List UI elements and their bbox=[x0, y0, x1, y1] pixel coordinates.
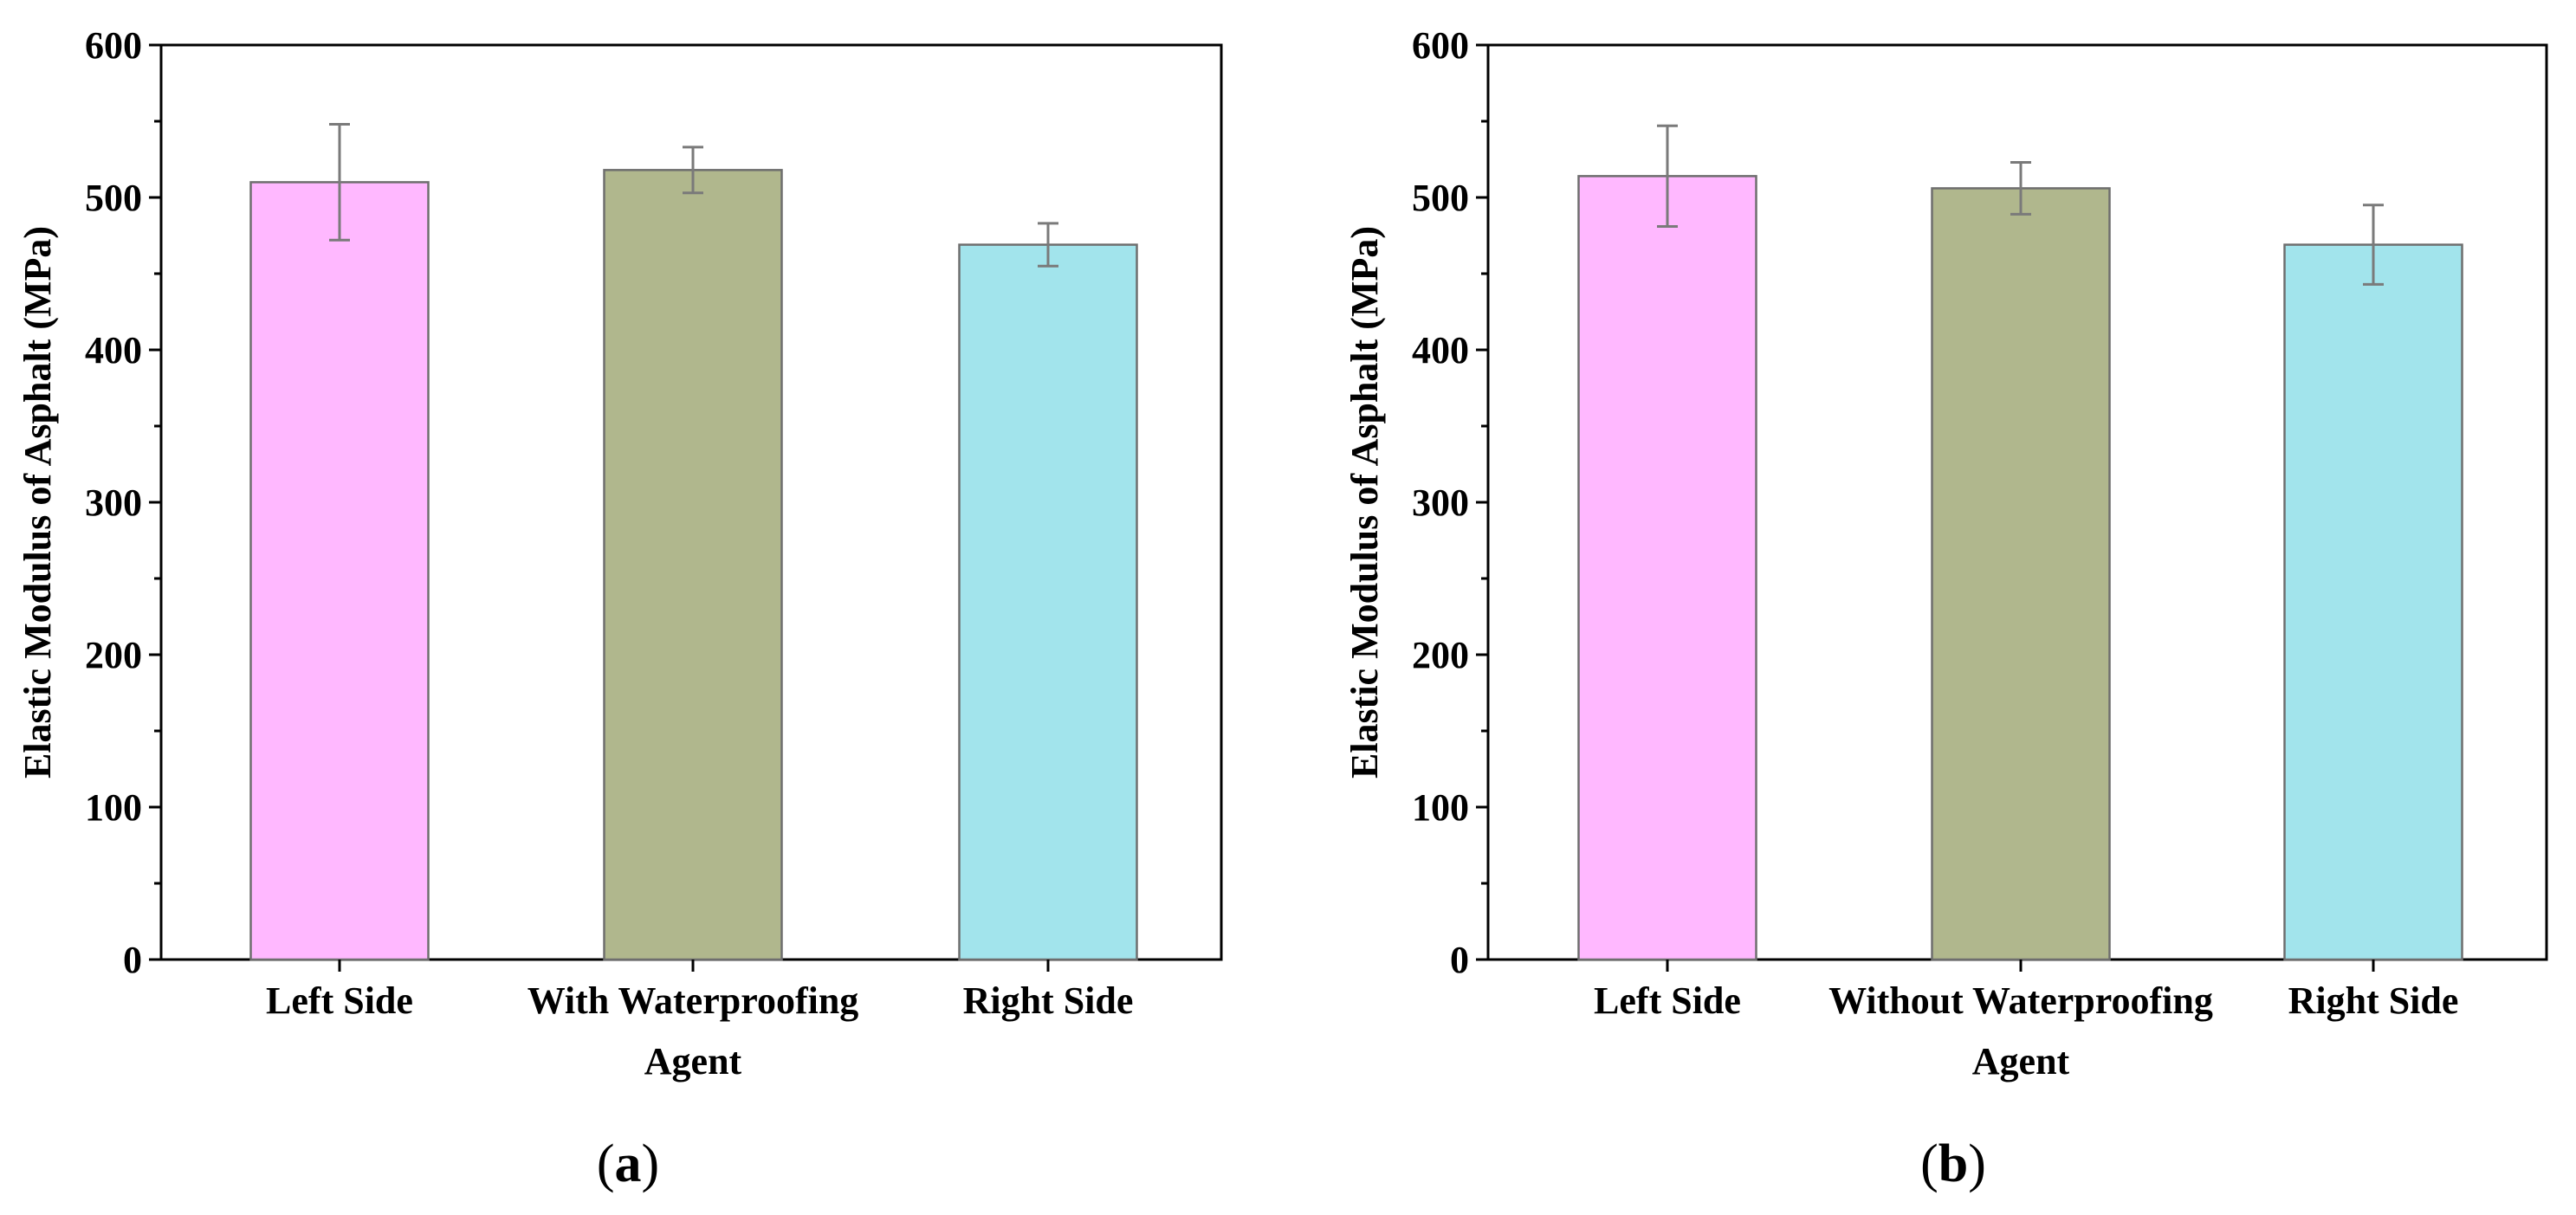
x-tick-label: Without Waterproofing bbox=[1828, 979, 2213, 1022]
x-tick-label: Agent bbox=[644, 1040, 742, 1083]
y-tick-label: 300 bbox=[1412, 481, 1469, 524]
y-axis-title: Elastic Modulus of Asphalt (MPa) bbox=[16, 226, 59, 779]
panel-label-letter: a bbox=[615, 1134, 642, 1193]
y-axis-title: Elastic Modulus of Asphalt (MPa) bbox=[1343, 226, 1386, 779]
y-tick-label: 600 bbox=[1412, 24, 1469, 67]
panel-label-close-paren: ) bbox=[1968, 1134, 1986, 1193]
chart-panel-b: 0 100 200 300 400 500 600 Left Side Without Wate… bbox=[1343, 24, 2548, 1193]
x-tick-label: Agent bbox=[1972, 1040, 2070, 1083]
y-tick-label: 500 bbox=[1412, 177, 1469, 219]
panel-label-close-paren: ) bbox=[642, 1134, 660, 1193]
bar-2 bbox=[603, 169, 783, 961]
x-tick-label: Left Side bbox=[1594, 979, 1741, 1022]
y-tick-label: 500 bbox=[85, 177, 142, 219]
y-tick-label: 0 bbox=[1450, 939, 1469, 981]
bar-1 bbox=[249, 181, 430, 961]
y-tick-label: 600 bbox=[85, 24, 142, 67]
x-tick-label: With Waterproofing bbox=[527, 979, 859, 1022]
panel-label: (b) bbox=[1920, 1134, 1986, 1193]
y-tick-label: 100 bbox=[1412, 786, 1469, 829]
bar-3 bbox=[2283, 243, 2463, 961]
y-tick-label: 300 bbox=[85, 481, 142, 524]
x-tick-label: Right Side bbox=[2288, 979, 2459, 1022]
y-tick-label: 200 bbox=[85, 634, 142, 676]
y-tick-label: 200 bbox=[1412, 634, 1469, 676]
panel-label-open-paren: ( bbox=[1920, 1134, 1938, 1193]
y-tick-label: 0 bbox=[123, 939, 142, 981]
panel-label-letter: b bbox=[1938, 1134, 1968, 1193]
panel-label-open-paren: ( bbox=[597, 1134, 615, 1193]
bar-2 bbox=[1931, 187, 2111, 961]
bar-3 bbox=[958, 243, 1138, 961]
x-tick-label: Right Side bbox=[963, 979, 1134, 1022]
y-tick-label: 100 bbox=[85, 786, 142, 829]
y-tick-label: 400 bbox=[85, 329, 142, 372]
y-tick-label: 400 bbox=[1412, 329, 1469, 372]
chart-panel-a: 0 100 200 300 400 500 600 Left Side With Waterpr… bbox=[16, 24, 1223, 1193]
panel-label: (a) bbox=[597, 1134, 659, 1193]
bar-1 bbox=[1577, 175, 1757, 961]
x-tick-label: Left Side bbox=[266, 979, 413, 1022]
